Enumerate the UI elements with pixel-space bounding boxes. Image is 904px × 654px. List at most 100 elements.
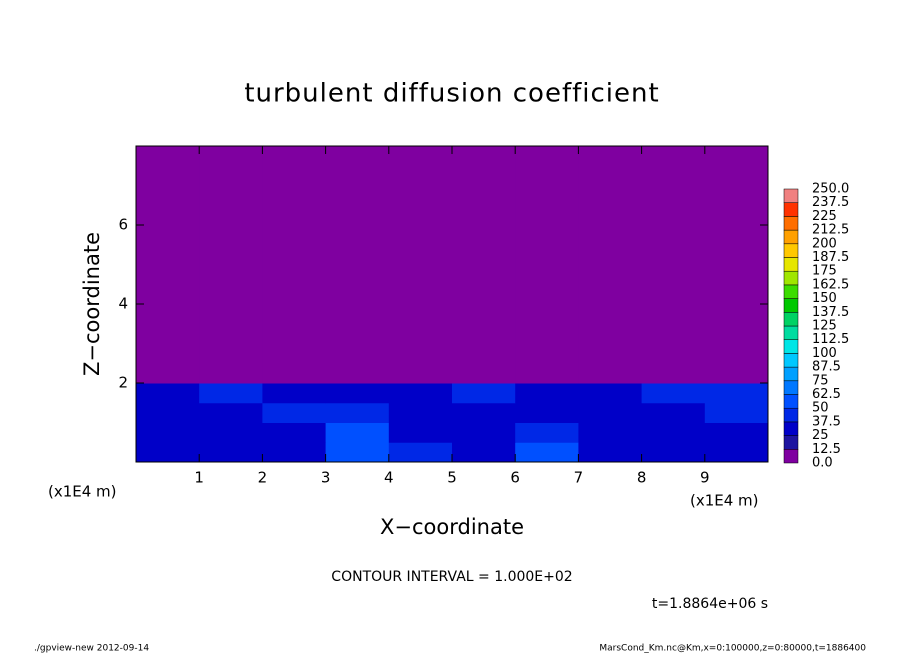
field-cell [641,422,706,443]
colorbar-box [783,257,799,272]
x-tick-label: 9 [700,469,710,487]
colorbar-box [783,421,799,436]
field-cell [325,422,390,443]
field-cell [515,442,579,463]
y-tick-label: 6 [118,216,128,234]
field-cell [199,146,263,384]
colorbar-label: 162.5 [812,277,849,292]
field-cell [388,402,453,423]
field-cell [262,383,327,404]
field-cell [704,422,769,443]
field-cell [578,422,643,443]
colorbar-label: 50 [812,401,829,416]
colorbar-label: 62.5 [812,387,841,402]
field-cell [262,442,327,463]
x-tick-label: 6 [510,469,520,487]
colorbar-label: 237.5 [812,195,849,210]
field-cell [452,402,516,423]
time-note: t=1.8864e+06 s [652,596,768,612]
x-tick-label: 8 [637,469,647,487]
field-cell [199,383,263,404]
field-cell [199,402,263,423]
colorbar-box [783,298,799,313]
field-cell [515,146,579,384]
colorbar-box [783,284,799,299]
field-cell [452,422,516,443]
field-cell [136,383,200,404]
colorbar-box [783,312,799,327]
field-cell [199,442,263,463]
field-cell [136,422,200,443]
colorbar-label: 150 [812,291,837,306]
x-unit: (x1E4 m) [48,483,117,501]
x-tick-label: 5 [447,469,457,487]
field-cell [704,402,769,423]
colorbar-label: 225 [812,209,837,224]
axes: 1 2 3 4 5 6 7 8 9 2 4 6 0.012.52537.55062.57587.5100… [118,145,849,487]
colorbar-box [783,380,799,395]
colorbar-box [783,449,799,464]
colorbar-box [783,216,799,231]
colorbar-box [783,325,799,340]
field-cell [641,146,706,384]
field-cell [452,442,516,463]
colorbar-box [783,243,799,258]
field-cell [578,402,643,423]
colorbar-label: 125 [812,319,837,334]
field-cell [262,402,327,423]
field-cell [641,402,706,423]
field-cell [452,383,516,404]
colorbar-label: 75 [812,373,829,388]
field-cell [325,383,390,404]
y-axis-label: Z−coordinate [80,232,104,376]
colorbar-box [783,188,799,203]
colorbar-box [783,270,799,286]
colorbar-label: 87.5 [812,360,841,375]
colorbar-box [783,229,799,245]
x-axis-label: X−coordinate [380,515,524,539]
field-cell [136,402,200,423]
field-cell [199,422,263,443]
colorbar-label: 187.5 [812,250,849,265]
field-cell [262,146,327,384]
colorbar-label: 137.5 [812,305,849,320]
x-tick-label: 2 [258,469,268,487]
colorbar-box [783,366,799,382]
field-cell [704,442,769,463]
colorbar-label: 250.0 [812,182,849,197]
field-cell [136,146,200,384]
field-cell [388,383,453,404]
colorbar-box [783,435,799,450]
x-tick-label: 7 [574,469,584,487]
field-cell [325,146,390,384]
colorbar-box [783,353,799,368]
colorbar-label: 12.5 [812,442,841,457]
field [136,146,769,463]
x-tick-label: 4 [384,469,394,487]
x-tick-label: 1 [194,469,204,487]
field-cell [325,442,390,463]
field-cell [262,422,327,443]
field-cell [452,146,516,384]
field-cell [704,146,769,384]
field-cell [325,402,390,423]
y-tick-label: 2 [118,374,128,392]
field-cell [578,383,643,404]
field-cell [388,146,453,384]
field-cell [136,442,200,463]
colorbar-label: 175 [812,264,837,279]
footer: MarsCond_Km.nc@Km,x=0:100000,z=0:80000,t… [599,644,866,654]
colorbar-label: 37.5 [812,414,841,429]
contour-note: CONTOUR INTERVAL = 1.000E+02 [331,569,572,585]
field-cell [578,442,643,463]
field-cell [704,383,769,404]
colorbar-label: 112.5 [812,332,849,347]
chart-title: turbulent diffusion coefficient [244,79,659,109]
colorbar-label: 212.5 [812,223,849,238]
field-cell [388,442,453,463]
field-cell [578,146,643,384]
colorbar-box [783,339,799,354]
field-cell [388,422,453,443]
field-cell [515,402,579,423]
field-cell [515,422,579,443]
